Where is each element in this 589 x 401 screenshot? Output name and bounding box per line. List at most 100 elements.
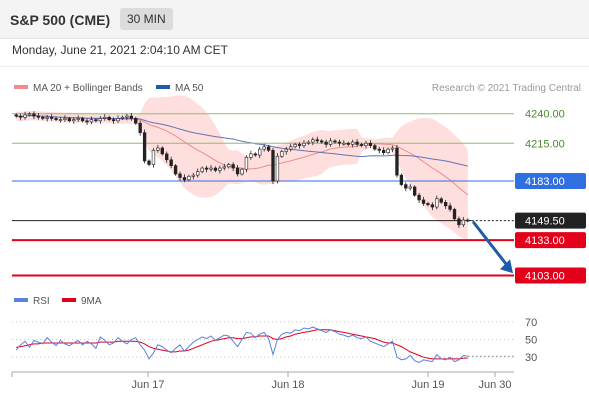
candle [218,165,222,174]
candle [351,139,355,148]
candle [289,143,293,152]
chart-header: S&P 500 (CME) 30 MIN [0,0,589,39]
rsi-tick-label-30: 30 [525,352,537,364]
candle [173,164,178,176]
candle [324,139,328,148]
rsi-legend-swatch [14,298,28,302]
candle [32,111,36,120]
candle [222,163,226,171]
candle [262,143,266,152]
candle [23,111,27,120]
candle [381,147,386,156]
candle [315,136,319,144]
candle [399,173,404,187]
indicator-legend: RSI 9MA [14,296,102,307]
ma50-legend-swatch [156,85,170,89]
candle [147,159,151,167]
rsi-tick-label-70: 70 [525,317,537,329]
candle [244,155,249,173]
candle [275,153,280,184]
candle [466,218,470,223]
candle [435,195,439,210]
level-label-4215-00: 4215.00 [525,138,565,150]
candle [443,199,448,209]
level-label-4103-00: 4103.00 [525,271,565,283]
candle [395,144,399,178]
candle [98,116,103,124]
candle [200,166,204,174]
time-axis-label: Jun 18 [271,379,304,391]
candle [266,145,271,152]
copyright-text: Research © 2021 Trading Central [432,83,581,94]
divider [0,66,589,67]
candles [14,111,470,228]
level-tag-4133-00 [515,232,586,249]
ma9-legend-swatch [62,298,76,302]
projection-arrow-head [500,259,513,274]
candle [49,114,54,121]
candle [359,142,364,148]
projection-arrow [472,221,513,274]
candle [404,182,408,192]
candle [116,115,120,124]
ma20-legend-swatch [14,85,28,89]
candle [457,216,461,228]
candle [421,196,426,206]
candle [311,137,315,146]
candle [448,202,452,212]
candle [45,114,49,122]
level-tag-4183-00 [515,173,586,190]
candle [125,113,129,121]
candle [271,147,275,185]
candle [129,113,133,121]
candle [213,166,218,173]
candle [169,156,173,169]
candle [111,117,116,124]
price-levels: 4240.00 4215.00 4183.00 4149.50 4133.00 4103.… [12,109,586,284]
candle [258,146,262,159]
candle [461,216,466,228]
candle [426,201,430,207]
candle [386,147,390,155]
candle [165,151,169,163]
candle [182,174,187,183]
level-label-4183-00: 4183.00 [525,176,565,188]
level-label-4133-00: 4133.00 [525,235,565,247]
level-label-4149-50: 4149.50 [525,216,565,228]
candle [302,140,306,148]
candle [191,172,195,180]
candle [67,116,72,123]
candle [320,139,324,144]
candle [337,139,342,147]
timeframe-badge[interactable]: 30 MIN [120,8,173,30]
candle [54,116,58,122]
candle [373,143,377,151]
candle [204,165,209,173]
candle [417,192,421,204]
candle [328,137,333,147]
candle [284,146,288,155]
candle [142,129,147,164]
time-axis-label: Jun 30 [478,379,511,391]
candle [439,197,443,204]
instrument-title: S&P 500 (CME) [10,12,111,28]
time-axis-label: Jun 19 [411,379,444,391]
candle [107,115,111,122]
candle [27,112,32,117]
ma9-legend-label: 9MA [81,296,102,307]
ma20-legend-label: MA 20 + Bollinger Bands [33,83,143,94]
level-label-4240-00: 4240.00 [525,109,565,121]
candle [58,117,63,123]
candle [36,113,41,120]
candle [80,116,85,123]
candle [253,152,257,157]
price-pane: 4240.00 4215.00 4183.00 4149.50 4133.00 4103.… [12,95,586,284]
candle [209,164,213,172]
candle [408,183,412,191]
candle [72,117,76,124]
candle [342,140,346,146]
candle [14,113,18,118]
candle [187,174,191,182]
candle [306,140,311,145]
